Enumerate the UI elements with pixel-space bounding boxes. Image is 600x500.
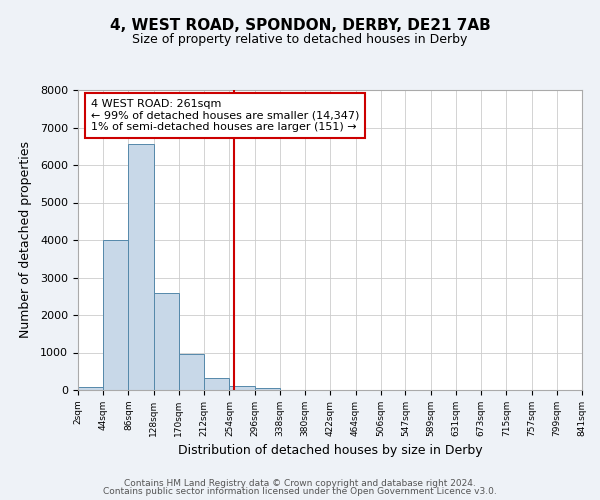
Text: Size of property relative to detached houses in Derby: Size of property relative to detached ho… <box>133 34 467 46</box>
Bar <box>204 378 229 390</box>
X-axis label: Distribution of detached houses by size in Derby: Distribution of detached houses by size … <box>178 444 482 458</box>
Bar <box>179 354 204 390</box>
Bar <box>154 292 179 390</box>
Bar <box>229 386 254 390</box>
Bar <box>254 388 280 390</box>
Text: 4, WEST ROAD, SPONDON, DERBY, DE21 7AB: 4, WEST ROAD, SPONDON, DERBY, DE21 7AB <box>110 18 490 32</box>
Bar <box>103 240 128 390</box>
Bar <box>78 388 103 390</box>
Text: Contains public sector information licensed under the Open Government Licence v3: Contains public sector information licen… <box>103 487 497 496</box>
Text: Contains HM Land Registry data © Crown copyright and database right 2024.: Contains HM Land Registry data © Crown c… <box>124 478 476 488</box>
Text: 4 WEST ROAD: 261sqm
← 99% of detached houses are smaller (14,347)
1% of semi-det: 4 WEST ROAD: 261sqm ← 99% of detached ho… <box>91 99 359 132</box>
Y-axis label: Number of detached properties: Number of detached properties <box>19 142 32 338</box>
Bar <box>128 144 154 390</box>
